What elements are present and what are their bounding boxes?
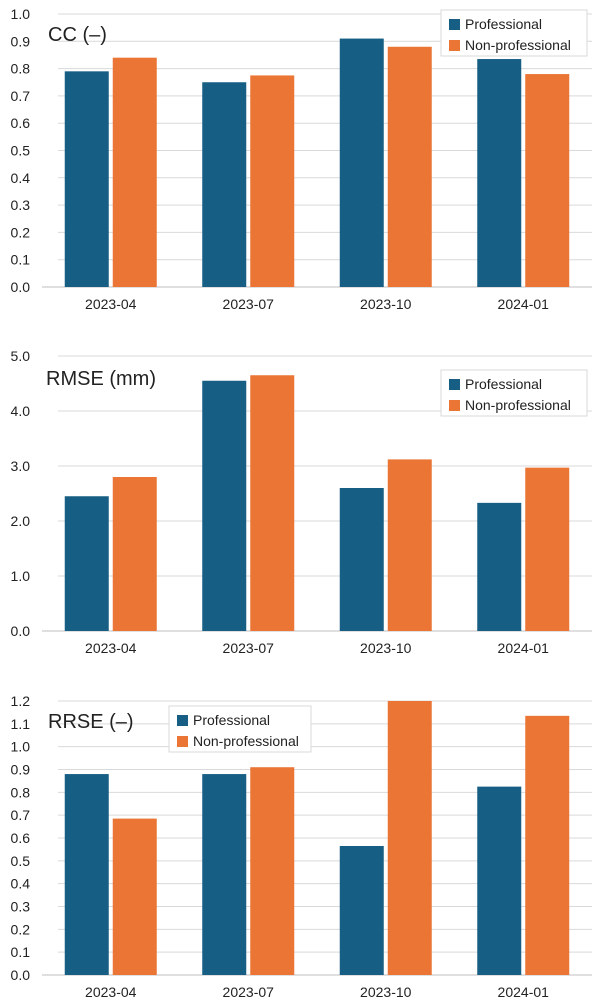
bar-professional-2023-04 [64, 774, 109, 975]
bar-professional-2023-07 [202, 82, 247, 287]
chart-panel-2: 0.0 1.0 2.0 3.0 4.0 5.0 2023-04 2023-07 2023-10 2… [11, 348, 592, 656]
y-tick-label: 0.0 [11, 279, 31, 295]
x-tick-label: 2023-04 [85, 984, 137, 1000]
bar-non-professional-2023-07 [250, 767, 295, 975]
bar-non-professional-2024-01 [525, 715, 570, 975]
bar-professional-2024-01 [477, 786, 522, 975]
legend-box [440, 369, 588, 417]
legend-swatch-professional [449, 19, 460, 30]
legend-swatch-non-professional [449, 40, 460, 51]
y-tick-label: 4.0 [11, 403, 31, 419]
x-tick-label: 2023-07 [223, 296, 275, 312]
y-tick-label: 0.7 [11, 807, 31, 823]
y-tick-label: 0.6 [11, 830, 31, 846]
x-tick-label: 2023-10 [360, 296, 412, 312]
bar-non-professional-2024-01 [525, 74, 570, 287]
legend-swatch-professional [449, 379, 460, 390]
y-tick-label: 0.0 [11, 623, 31, 639]
y-tick-label: 0.1 [11, 252, 31, 268]
bar-professional-2023-04 [64, 71, 109, 287]
x-tick-label: 2023-04 [85, 640, 137, 656]
y-tick-label: 3.0 [11, 458, 31, 474]
y-tick-label: 0.4 [11, 170, 31, 186]
legend-swatch-non-professional [177, 736, 188, 747]
bar-professional-2023-10 [339, 845, 384, 975]
chart-title: RMSE (mm) [46, 368, 156, 390]
bar-professional-2023-07 [202, 380, 247, 631]
y-tick-label: 5.0 [11, 348, 31, 364]
y-tick-label: 1.0 [11, 6, 31, 22]
legend: Professional Non-professional [440, 9, 588, 57]
y-tick-label: 0.2 [11, 224, 31, 240]
y-tick-label: 0.6 [11, 115, 31, 131]
y-tick-label: 1.0 [11, 568, 31, 584]
y-tick-label: 0.5 [11, 143, 31, 159]
y-tick-label: 0.8 [11, 61, 31, 77]
x-tick-label: 2023-10 [360, 984, 412, 1000]
bar-professional-2023-04 [64, 496, 109, 631]
legend-swatch-professional [177, 715, 188, 726]
bar-professional-2023-10 [339, 488, 384, 631]
bar-non-professional-2023-07 [250, 75, 295, 287]
bar-non-professional-2023-04 [112, 477, 157, 631]
legend: Professional Non-professional [168, 705, 312, 753]
legend-label: Non-professional [465, 397, 571, 413]
bar-non-professional-2024-01 [525, 467, 570, 631]
bar-non-professional-2023-10 [387, 459, 432, 631]
y-tick-label: 0.9 [11, 762, 31, 778]
y-tick-label: 1.0 [11, 739, 31, 755]
bar-non-professional-2023-04 [112, 818, 157, 975]
y-tick-label: 0.4 [11, 876, 31, 892]
y-tick-label: 0.3 [11, 197, 31, 213]
y-tick-label: 0.8 [11, 784, 31, 800]
y-tick-label: 0.5 [11, 853, 31, 869]
bar-professional-2024-01 [477, 502, 522, 631]
y-tick-label: 0.7 [11, 88, 31, 104]
bar-professional-2023-07 [202, 774, 247, 975]
x-tick-label: 2024-01 [498, 640, 550, 656]
legend-label: Professional [465, 16, 542, 32]
legend-box [168, 705, 312, 753]
y-tick-label: 0.0 [11, 967, 31, 983]
legend-label: Professional [193, 712, 270, 728]
chart-panel-1: 0.0 0.1 0.2 0.3 0.4 0.5 0.6 0.7 0.8 0.9 1.0 2023-04… [11, 6, 592, 312]
x-tick-label: 2023-10 [360, 640, 412, 656]
y-tick-label: 0.1 [11, 944, 31, 960]
legend-box [440, 9, 588, 57]
legend: Professional Non-professional [440, 369, 588, 417]
x-tick-label: 2023-07 [223, 640, 275, 656]
bar-non-professional-2023-07 [250, 375, 295, 631]
x-tick-label: 2024-01 [498, 296, 550, 312]
legend-label: Non-professional [193, 733, 299, 749]
x-tick-label: 2023-04 [85, 296, 137, 312]
bar-professional-2023-10 [339, 38, 384, 287]
y-tick-label: 0.2 [11, 921, 31, 937]
y-tick-label: 0.9 [11, 33, 31, 49]
chart-title: CC (–) [48, 24, 107, 46]
chart-panel-3: 0.0 0.1 0.2 0.3 0.4 0.5 0.6 0.7 0.8 0.9 1.0 1.1 1.2 2… [11, 693, 592, 1000]
bar-non-professional-2023-04 [112, 57, 157, 288]
bar-professional-2024-01 [477, 59, 522, 287]
x-tick-label: 2024-01 [498, 984, 550, 1000]
chart-title: RRSE (–) [48, 711, 134, 733]
y-tick-label: 0.3 [11, 899, 31, 915]
legend-swatch-non-professional [449, 400, 460, 411]
x-tick-label: 2023-07 [223, 984, 275, 1000]
legend-label: Non-professional [465, 37, 571, 53]
bar-non-professional-2023-10 [387, 46, 432, 288]
y-tick-label: 1.1 [11, 716, 31, 732]
legend-label: Professional [465, 376, 542, 392]
y-tick-label: 2.0 [11, 513, 31, 529]
bar-non-professional-2023-10 [387, 701, 432, 975]
y-tick-label: 1.2 [11, 693, 31, 709]
